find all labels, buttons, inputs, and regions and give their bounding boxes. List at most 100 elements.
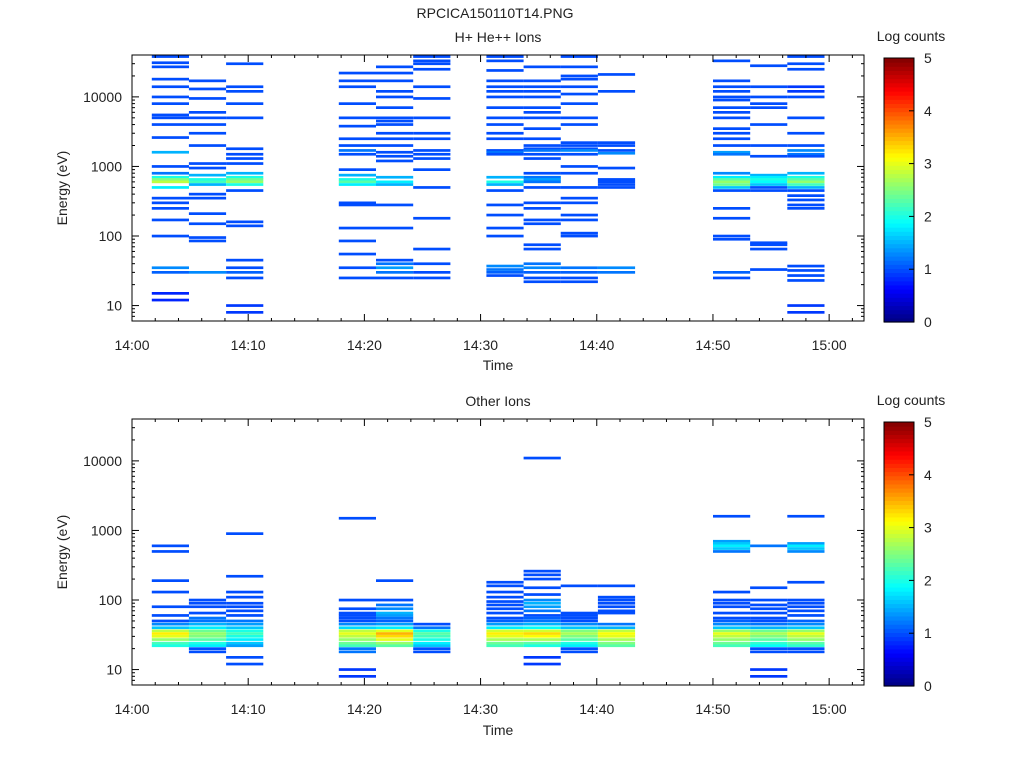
heatmap-cell	[413, 626, 451, 630]
heatmap-cell	[750, 622, 788, 626]
x-tick-label: 15:00	[812, 701, 847, 717]
heatmap-cell	[523, 614, 561, 617]
heatmap-cell	[413, 85, 451, 89]
heatmap-cell	[713, 611, 751, 615]
colorbar-segment	[884, 483, 914, 489]
heatmap-cell	[597, 141, 636, 144]
heatmap-cell	[338, 650, 376, 654]
heatmap-cell	[787, 149, 825, 152]
heatmap-cell	[750, 183, 788, 186]
heatmap-cell	[413, 632, 451, 635]
colorbar-tick-label: 3	[924, 520, 932, 536]
heatmap-cell	[338, 644, 376, 648]
heatmap-cell	[151, 178, 189, 181]
colorbar-segment	[884, 512, 914, 518]
heatmap-cell	[226, 171, 264, 175]
heatmap-cell	[413, 271, 451, 274]
colorbar-segment	[884, 136, 914, 142]
heatmap-cell	[713, 90, 751, 93]
heatmap-cell	[787, 644, 825, 648]
heatmap-cell	[413, 157, 451, 160]
y-tick-label: 10000	[83, 89, 122, 105]
heatmap-cell	[486, 590, 524, 594]
heatmap-cell	[188, 192, 227, 196]
x-tick-label: 15:00	[812, 337, 847, 353]
heatmap-cell	[188, 183, 227, 186]
heatmap-cell	[787, 183, 825, 186]
heatmap-cell	[713, 111, 751, 114]
colorbar-segment	[884, 504, 914, 510]
x-tick-label: 14:20	[347, 337, 382, 353]
colorbar-segment	[884, 570, 914, 576]
heatmap-cell	[151, 113, 189, 117]
heatmap-cell	[713, 632, 751, 635]
plot-frame	[131, 418, 865, 686]
heatmap-cell	[787, 116, 825, 120]
colorbar-segment	[884, 70, 914, 76]
x-tick-label: 14:30	[463, 337, 498, 353]
colorbar-label: Log counts	[877, 28, 946, 44]
heatmap-cell	[338, 614, 376, 617]
heatmap-cell	[338, 635, 376, 638]
heatmap-cell	[523, 147, 561, 151]
colorbar-segment	[884, 615, 914, 621]
colorbar-segment	[884, 239, 914, 245]
heatmap-cell	[713, 550, 751, 553]
heatmap-cell	[787, 189, 825, 192]
heatmap-cell	[750, 268, 788, 271]
heatmap-cell	[523, 65, 561, 69]
heatmap-cell	[486, 95, 524, 99]
heatmap-cell	[523, 247, 561, 251]
heatmap-cell	[597, 641, 636, 645]
heatmap-cell	[151, 638, 189, 641]
heatmap-cell	[523, 271, 561, 274]
colorbar-tick-label: 0	[924, 314, 932, 330]
heatmap-cell	[338, 675, 376, 678]
heatmap-cell	[750, 632, 788, 635]
heatmap-cell	[787, 641, 825, 645]
heatmap-cell	[486, 203, 524, 207]
heatmap-cell	[560, 152, 598, 156]
heatmap-cell	[376, 635, 414, 638]
heatmap-cell	[787, 85, 825, 89]
heatmap-cell	[523, 626, 561, 630]
heatmap-cell	[560, 77, 598, 81]
heatmap-cell	[413, 647, 451, 650]
colorbar-segment	[884, 603, 914, 609]
heatmap-cell	[560, 85, 598, 89]
heatmap-cell	[338, 619, 376, 623]
heatmap-cell	[560, 619, 598, 623]
heatmap-cell	[413, 186, 451, 189]
heatmap-cell	[787, 601, 825, 605]
heatmap-cell	[188, 629, 227, 633]
heatmap-cell	[787, 264, 825, 268]
heatmap-cell	[376, 154, 414, 158]
heatmap-cell	[713, 622, 751, 626]
heatmap-cell	[226, 595, 264, 599]
colorbar-segment	[884, 91, 914, 96]
colorbar-tick-label: 2	[924, 572, 932, 588]
heatmap-cell	[413, 247, 451, 251]
heatmap-cell	[376, 159, 414, 163]
heatmap-cell	[713, 85, 751, 89]
heatmap-cell	[376, 150, 414, 154]
colorbar-segment	[884, 206, 914, 212]
heatmap-cell	[750, 85, 788, 89]
heatmap-cell	[560, 149, 598, 152]
heatmap-cell	[413, 644, 451, 648]
colorbar-tick-label: 5	[924, 414, 932, 430]
heatmap-cell	[523, 201, 561, 205]
colorbar-segment	[884, 78, 914, 84]
heatmap-cell	[523, 619, 561, 623]
heatmap-cell	[338, 116, 376, 120]
heatmap-cell	[560, 186, 598, 189]
heatmap-cell	[787, 635, 825, 638]
colorbar-segment	[884, 475, 914, 481]
heatmap-cell	[376, 276, 414, 280]
heatmap-cell	[787, 95, 825, 99]
colorbar-segment	[884, 152, 914, 158]
colorbar-segment	[884, 516, 914, 522]
heatmap-cell	[338, 611, 376, 615]
x-tick-label: 14:50	[695, 337, 730, 353]
heatmap-cell	[188, 79, 227, 83]
